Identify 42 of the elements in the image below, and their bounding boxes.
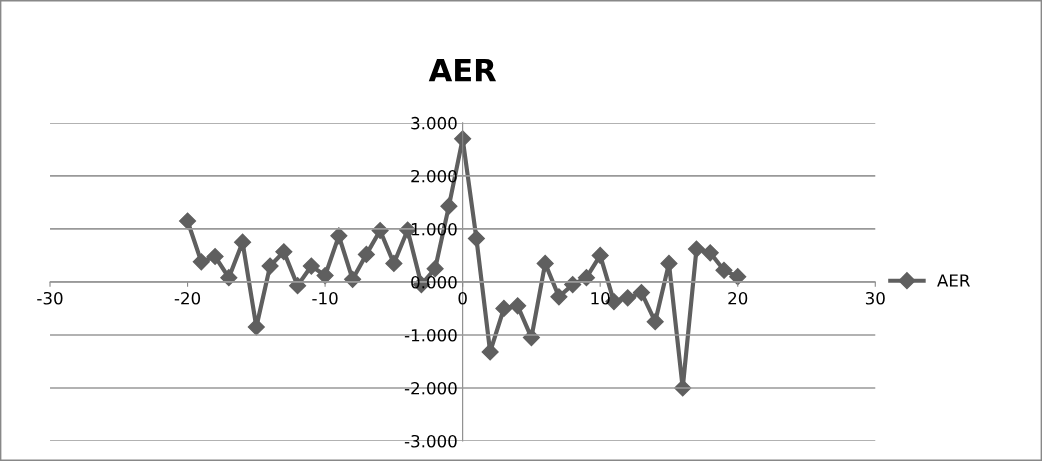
point <box>495 299 513 318</box>
point <box>234 233 252 251</box>
point <box>646 313 664 331</box>
point <box>536 254 554 272</box>
point <box>632 283 651 302</box>
point <box>385 254 403 272</box>
point <box>192 253 210 271</box>
y-tick-label: 2.000 <box>411 169 457 183</box>
x-tick-label: 30 <box>865 291 885 305</box>
point <box>206 247 224 266</box>
x-tick-label: 0 <box>458 291 467 305</box>
point <box>701 244 719 262</box>
y-tick-label: 1.000 <box>411 222 457 236</box>
x-tick-label: -20 <box>174 291 201 305</box>
legend-label: AER <box>937 274 970 287</box>
chart-title: AER <box>428 58 497 82</box>
point <box>715 261 733 279</box>
x-tick-label: -10 <box>312 291 338 305</box>
point <box>619 289 637 307</box>
y-tick-label: -1.000 <box>404 328 457 342</box>
point <box>357 245 375 263</box>
point <box>550 288 568 306</box>
y-tick-label: -2.000 <box>404 381 457 395</box>
point <box>275 243 293 261</box>
x-tick-label: 20 <box>728 291 748 305</box>
point <box>687 240 706 258</box>
y-tick-label: 0.000 <box>411 275 457 289</box>
point <box>302 257 320 275</box>
point <box>591 246 609 264</box>
point <box>660 254 678 272</box>
point <box>467 229 485 248</box>
point <box>316 267 334 285</box>
point <box>440 197 458 215</box>
x-tick-label: -30 <box>37 291 63 305</box>
point <box>261 257 279 275</box>
point <box>481 343 499 361</box>
point <box>330 227 348 245</box>
point <box>509 297 527 315</box>
y-tick-label: 3.000 <box>411 116 457 130</box>
y-tick-label: -3.000 <box>404 434 457 448</box>
x-tick-label: 10 <box>591 291 610 305</box>
point <box>179 212 197 230</box>
